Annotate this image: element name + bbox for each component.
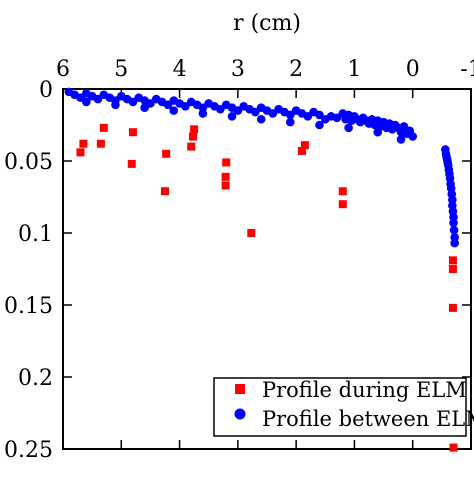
elm-point (187, 142, 196, 151)
elm-point (247, 229, 256, 237)
y-tick-label: 0 (39, 78, 53, 103)
elm-point (222, 158, 231, 167)
y-tick-label: 0.05 (4, 150, 53, 175)
mirrored-plot: -1 0 1 2 3 4 5 6 0 0.05 0.1 0.15 0.2 0.25 r (cm) Pro… (4, 11, 474, 463)
y-tick-label: 0.1 (18, 222, 53, 247)
between-elms-point (227, 112, 237, 121)
x-tick-label: 2 (289, 57, 303, 82)
y-axis-ticks: 0 0.05 0.1 0.15 0.2 0.25 (4, 78, 471, 463)
y-tick-label: 0.2 (18, 366, 53, 391)
between-elms-point (315, 120, 324, 130)
elm-point (127, 159, 136, 168)
legend-label-between: Profile between ELMs (262, 407, 474, 431)
y-tick-label: 0.25 (4, 438, 53, 463)
elm-point (221, 181, 230, 190)
elm-point (99, 123, 108, 132)
elm-point (161, 187, 169, 196)
x-tick-label: 0 (406, 57, 420, 82)
y-tick-label: 0.15 (4, 294, 53, 319)
between-elms-point (449, 225, 459, 235)
elm-point (96, 139, 105, 148)
legend: Profile during ELM Profile between ELMs (213, 377, 474, 437)
between-elms-point (198, 109, 208, 118)
between-elms-point (256, 114, 266, 124)
between-elms-point (82, 97, 91, 107)
x-tick-label: 5 (114, 57, 128, 82)
elm-point (338, 187, 347, 196)
elm-point (300, 141, 309, 150)
x-tick-label: 4 (173, 57, 187, 82)
elm-point (448, 303, 457, 312)
elm-point (448, 265, 457, 273)
elm-point (162, 149, 171, 158)
between-elms-point (140, 103, 149, 113)
elm-point (128, 128, 137, 137)
plot-frame (62, 88, 472, 450)
between-elms-point (169, 106, 179, 115)
elm-point (190, 125, 199, 134)
between-elms-point (344, 123, 353, 133)
elm-point (297, 146, 306, 155)
x-axis-ticks: -1 0 1 2 3 4 5 6 (56, 57, 474, 449)
between-elms-point (450, 233, 459, 242)
between-elms-point (111, 100, 120, 110)
legend-box (213, 377, 467, 437)
legend-marker-between (234, 408, 246, 420)
elm-point (448, 256, 457, 265)
x-axis-title: r (cm) (233, 11, 301, 36)
elm-point (76, 148, 85, 157)
elm-point (79, 139, 88, 148)
x-tick-label: 6 (56, 57, 70, 82)
between-elms-point (373, 127, 383, 137)
elm-point (188, 132, 197, 141)
x-tick-label: 1 (347, 57, 361, 82)
elm-point (449, 443, 458, 452)
x-tick-label: -1 (460, 57, 474, 82)
legend-marker-elm (235, 384, 245, 394)
elm-point (338, 200, 347, 209)
between-elms-point (441, 145, 450, 154)
elm-point (221, 172, 230, 181)
data-points (64, 87, 459, 452)
between-elms-point (64, 87, 74, 97)
x-tick-label: 3 (231, 57, 245, 82)
legend-label-elm: Profile during ELM (262, 378, 467, 402)
between-elms-point (396, 135, 406, 144)
between-elms-point (286, 117, 295, 127)
